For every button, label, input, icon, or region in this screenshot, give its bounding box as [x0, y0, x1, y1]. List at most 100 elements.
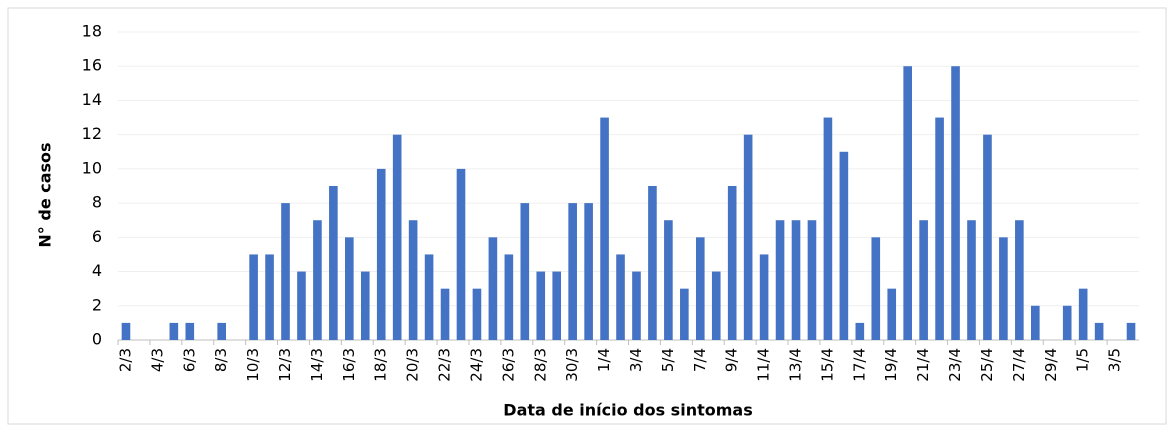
bar	[584, 203, 593, 340]
x-tick-label: 23/4	[946, 348, 964, 382]
bar	[121, 322, 131, 340]
bar	[424, 254, 434, 340]
bar	[935, 117, 944, 340]
bar	[329, 186, 338, 340]
bar	[999, 237, 1008, 340]
bar	[217, 322, 227, 340]
x-tick-label: 28/3	[531, 348, 549, 382]
bar	[759, 254, 769, 340]
bar	[520, 203, 530, 340]
x-tick-label: 7/4	[691, 348, 709, 372]
bar	[504, 254, 514, 340]
bar	[313, 220, 322, 340]
x-tick-label: 4/3	[148, 348, 166, 372]
bar	[408, 220, 418, 340]
bar	[648, 186, 657, 340]
y-tick-label: 4	[92, 261, 102, 280]
bar	[456, 168, 466, 340]
bar	[1030, 305, 1040, 340]
bar	[169, 322, 179, 340]
bar	[345, 237, 354, 340]
bar	[392, 134, 402, 340]
bar	[600, 117, 609, 340]
x-tick-label: 29/4	[1042, 348, 1060, 382]
bar	[951, 66, 960, 340]
x-tick-label: 13/4	[787, 348, 805, 382]
y-tick-label: 18	[82, 22, 102, 41]
bar	[536, 271, 546, 340]
bar	[297, 271, 306, 340]
bar	[711, 271, 721, 340]
x-tick-label: 1/4	[595, 348, 613, 372]
bar	[887, 288, 897, 340]
x-tick-label: 26/3	[499, 348, 517, 382]
bar	[791, 220, 801, 340]
x-tick-label: 3/4	[627, 348, 645, 372]
x-tick-label: 8/3	[212, 348, 230, 372]
bar	[632, 271, 641, 340]
bar	[1094, 322, 1104, 340]
x-tick-label: 15/4	[818, 348, 836, 382]
x-tick-label: 30/3	[563, 348, 581, 382]
x-tick-label: 27/4	[1010, 348, 1028, 382]
y-tick-label: 14	[82, 90, 102, 109]
x-tick-label: 2/3	[116, 348, 134, 372]
x-tick-label: 14/3	[308, 348, 326, 382]
bar	[1126, 322, 1136, 340]
bar	[839, 151, 849, 340]
bar	[823, 117, 833, 340]
x-tick-label: 9/4	[723, 348, 741, 372]
bar	[871, 237, 881, 340]
bar	[903, 66, 912, 340]
x-tick-label: 21/4	[914, 348, 932, 382]
y-tick-label: 12	[82, 124, 102, 143]
bar	[376, 168, 386, 340]
x-tick-label: 25/4	[978, 348, 996, 382]
x-tick-label: 6/3	[180, 348, 198, 372]
bar	[472, 288, 482, 340]
x-tick-label: 5/4	[659, 348, 677, 372]
chart-border	[7, 7, 1167, 425]
bar	[265, 254, 274, 340]
y-tick-label: 8	[92, 193, 102, 212]
x-tick-label: 16/3	[340, 348, 358, 382]
y-tick-label: 10	[82, 158, 102, 177]
x-tick-label: 10/3	[244, 348, 262, 382]
x-tick-label: 22/3	[436, 348, 454, 382]
x-tick-label: 12/3	[276, 348, 294, 382]
x-tick-label: 17/4	[850, 348, 868, 382]
bar	[185, 322, 195, 340]
bar	[440, 288, 450, 340]
x-tick-label: 19/4	[882, 348, 900, 382]
bar	[616, 254, 625, 340]
bar	[664, 220, 673, 340]
x-tick-label: 1/5	[1074, 348, 1092, 372]
y-tick-label: 16	[82, 56, 102, 75]
bar	[1015, 220, 1024, 340]
bar	[727, 186, 737, 340]
x-tick-label: 24/3	[467, 348, 485, 382]
bar	[568, 203, 577, 340]
y-tick-label: 0	[92, 330, 102, 349]
x-tick-label: 11/4	[755, 348, 773, 382]
bar	[552, 271, 562, 340]
x-tick-label: 20/3	[404, 348, 422, 382]
bar	[807, 220, 817, 340]
x-tick-label: 3/5	[1106, 348, 1124, 372]
bar	[680, 288, 689, 340]
bar	[1078, 288, 1088, 340]
bar	[488, 237, 498, 340]
bar	[983, 134, 992, 340]
bar	[360, 271, 370, 340]
bar	[855, 322, 865, 340]
bar	[281, 203, 290, 340]
y-tick-label: 6	[92, 227, 102, 246]
bar	[1062, 305, 1072, 340]
y-axis-title: N° de casos	[36, 142, 55, 247]
bar	[967, 220, 976, 340]
bar	[249, 254, 258, 340]
bar	[743, 134, 753, 340]
x-axis-title: Data de início dos sintomas	[503, 401, 752, 420]
bar	[919, 220, 928, 340]
